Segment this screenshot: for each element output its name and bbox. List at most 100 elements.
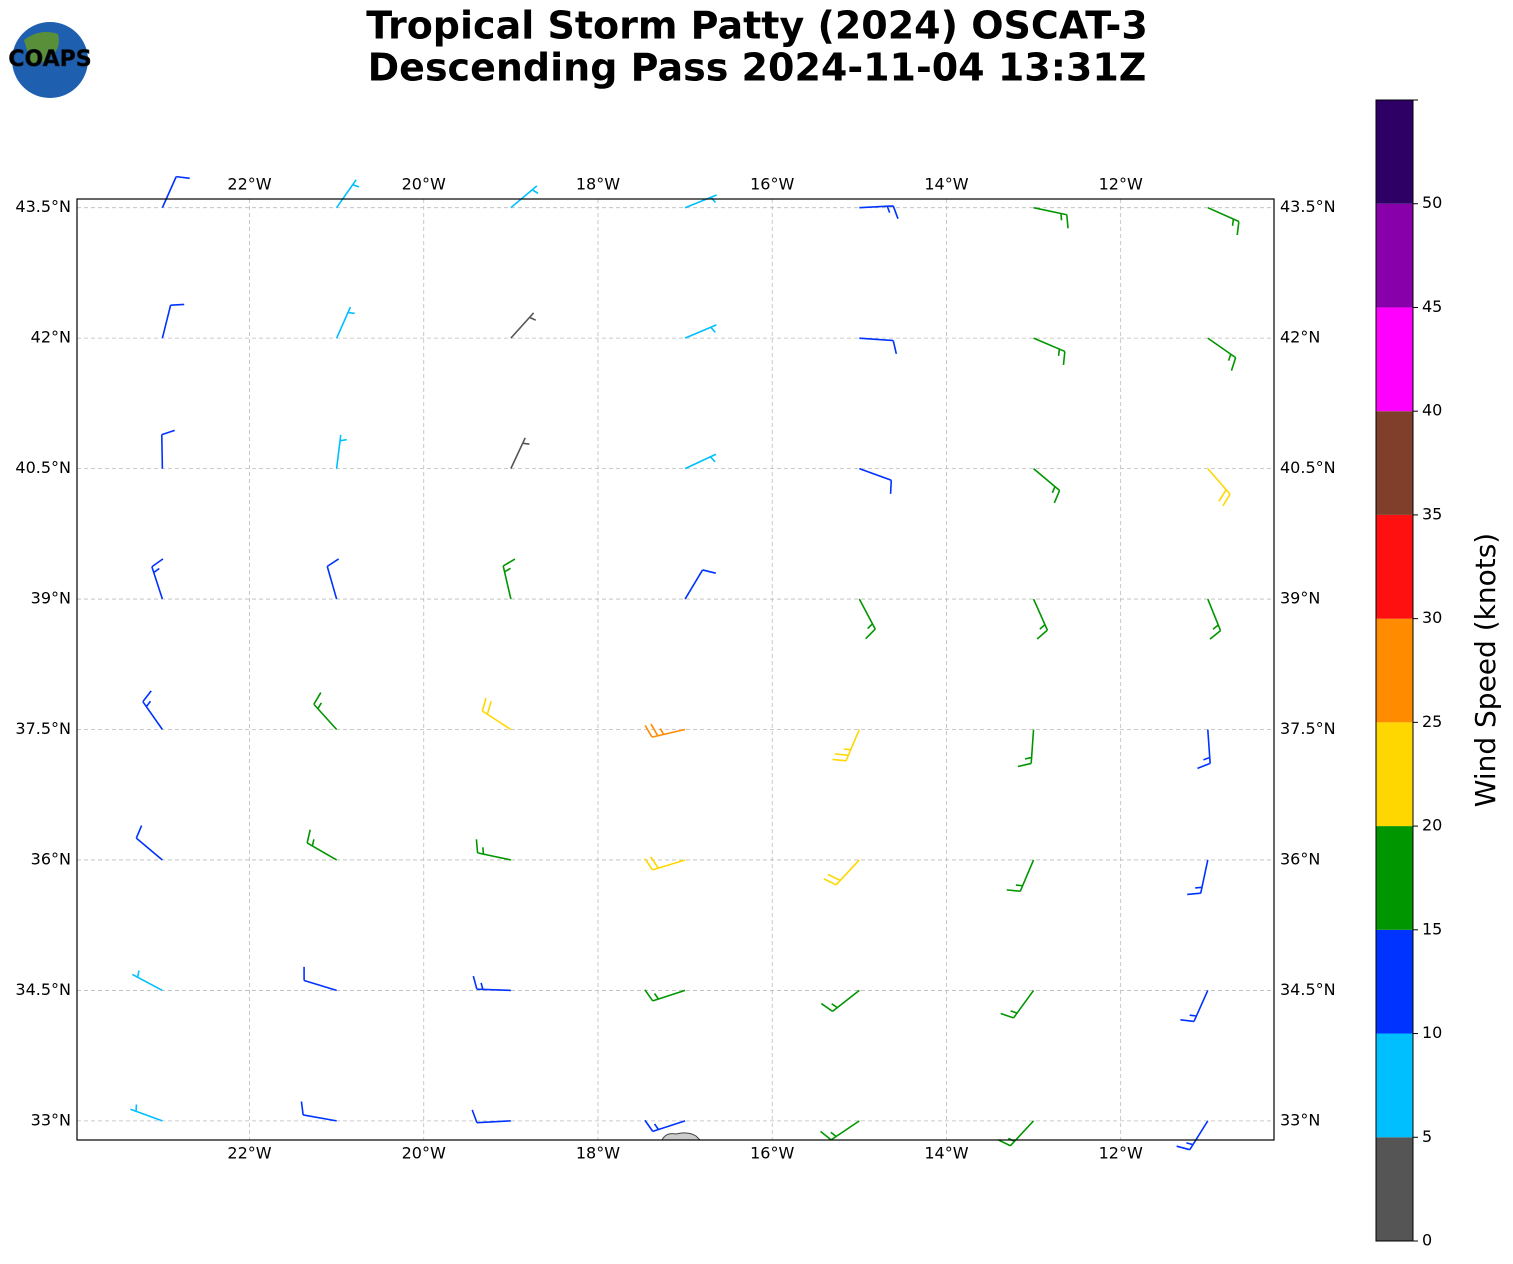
x-tick-label: 12°W — [1099, 1144, 1143, 1163]
y-tick-label: 39°N — [1280, 589, 1320, 608]
wind-barb — [326, 558, 340, 600]
wind-barb — [820, 989, 860, 1013]
wind-barb — [1207, 468, 1231, 507]
grid — [77, 199, 1274, 1140]
colorbar-tick-label: 0 — [1422, 1231, 1432, 1250]
colorbar-frame — [1375, 99, 1414, 1242]
colorbar-segment — [1376, 722, 1413, 827]
colorbar-label: Wind Speed (knots) — [1469, 533, 1502, 807]
x-tick-label: 12°W — [1099, 175, 1143, 194]
wind-barb — [306, 829, 338, 861]
wind-barb — [335, 306, 355, 339]
wind-barb — [1000, 989, 1035, 1019]
y-tick-label: 37.5°N — [15, 719, 71, 738]
y-tick-label: 40.5°N — [15, 458, 71, 477]
wind-barb — [161, 175, 190, 209]
colorbar-segment — [1376, 618, 1413, 723]
wind-barb — [832, 729, 861, 762]
wind-barb — [820, 1120, 860, 1141]
x-tick-label: 16°W — [750, 1144, 794, 1163]
wind-barb — [1033, 206, 1069, 229]
wind-barb — [859, 205, 899, 219]
wind-barb — [1207, 598, 1222, 640]
wind-barb — [1180, 990, 1209, 1023]
wind-barb — [684, 453, 717, 470]
x-tick-label: 22°W — [227, 175, 271, 194]
wind-barb — [1032, 598, 1049, 640]
wind-barb — [142, 690, 164, 730]
colorbar-segment — [1376, 1137, 1413, 1241]
colorbar-tick-label: 45 — [1422, 297, 1442, 316]
y-tick-label: 33°N — [1280, 1110, 1320, 1129]
logo-text: COAPS — [8, 47, 91, 72]
colorbar-segment — [1376, 929, 1413, 1034]
chart-title: Tropical Storm Patty (2024) OSCAT-3 — [366, 4, 1148, 48]
wind-barb — [502, 558, 516, 600]
colorbar-segment — [1376, 514, 1413, 619]
wind-barb — [130, 1104, 163, 1122]
wind-barb — [1033, 467, 1061, 504]
colorbar-segment — [1376, 203, 1413, 308]
y-tick-label: 34.5°N — [15, 980, 71, 999]
wind-barb — [335, 179, 360, 209]
chart-subtitle: Descending Pass 2024-11-04 13:31Z — [368, 46, 1147, 90]
wind-barb — [1207, 206, 1240, 236]
wind-barb — [644, 989, 686, 1002]
colorbar-segment — [1376, 826, 1413, 930]
wind-barb — [859, 467, 893, 494]
x-tick-label: 18°W — [576, 175, 620, 194]
wind-barb — [303, 966, 337, 992]
x-tick-label: 14°W — [924, 1144, 968, 1163]
y-tick-label: 40.5°N — [1280, 458, 1336, 477]
logo: COAPS — [8, 22, 92, 98]
wind-barb — [823, 859, 860, 886]
wind-barb — [335, 434, 347, 469]
y-tick-label: 36°N — [1280, 849, 1320, 868]
wind-barb — [300, 1101, 337, 1122]
colorbar-tick-label: 5 — [1422, 1127, 1432, 1146]
wind-barb — [644, 1119, 686, 1133]
wind-barb — [1006, 859, 1035, 893]
y-tick-label: 39°N — [31, 589, 71, 608]
colorbar-tick-label: 15 — [1422, 919, 1442, 938]
logo-land — [24, 32, 59, 65]
wind-barb — [160, 429, 175, 469]
colorbar-segment — [1376, 1033, 1413, 1138]
wind-barb — [161, 303, 185, 339]
wind-barb — [151, 558, 164, 600]
colorbar-tick-label: 30 — [1422, 608, 1442, 627]
wind-barb — [684, 324, 717, 339]
wind-barb — [1176, 1120, 1209, 1151]
wind-barb — [510, 312, 537, 339]
wind-barb — [1017, 729, 1035, 768]
y-tick-label: 43.5°N — [1280, 197, 1336, 216]
y-tick-label: 42°N — [31, 328, 71, 347]
x-tick-label: 14°W — [924, 175, 968, 194]
colorbar-tick-label: 20 — [1422, 816, 1442, 835]
barbs — [130, 175, 1240, 1151]
y-tick-label: 42°N — [1280, 328, 1320, 347]
x-tick-label: 22°W — [227, 1144, 271, 1163]
map-frame — [76, 198, 1275, 1141]
colorbar-tick-label: 25 — [1422, 712, 1442, 731]
x-tick-label: 20°W — [402, 175, 446, 194]
wind-barb — [1197, 729, 1211, 770]
y-tick-label: 33°N — [31, 1110, 71, 1129]
wind-barb — [644, 723, 686, 738]
colorbar-segment — [1376, 100, 1413, 204]
island — [661, 1132, 702, 1141]
x-tick-label: 16°W — [750, 175, 794, 194]
x-tick-label: 18°W — [576, 1144, 620, 1163]
wind-barb — [644, 856, 686, 871]
wind-barb — [472, 975, 511, 992]
colorbar-segment — [1376, 411, 1413, 515]
wind-barb — [510, 437, 530, 469]
colorbar-segment — [1376, 307, 1413, 412]
wind-barb — [684, 194, 717, 209]
wind-barb — [475, 839, 512, 861]
wind-barb — [481, 697, 512, 731]
wind-barb — [471, 1109, 511, 1124]
wind-barb — [684, 569, 716, 600]
colorbar-tick-label: 35 — [1422, 504, 1442, 523]
colorbar: 0 5 10 15 20 25 30 35 40 45 50 — [1375, 99, 1442, 1250]
